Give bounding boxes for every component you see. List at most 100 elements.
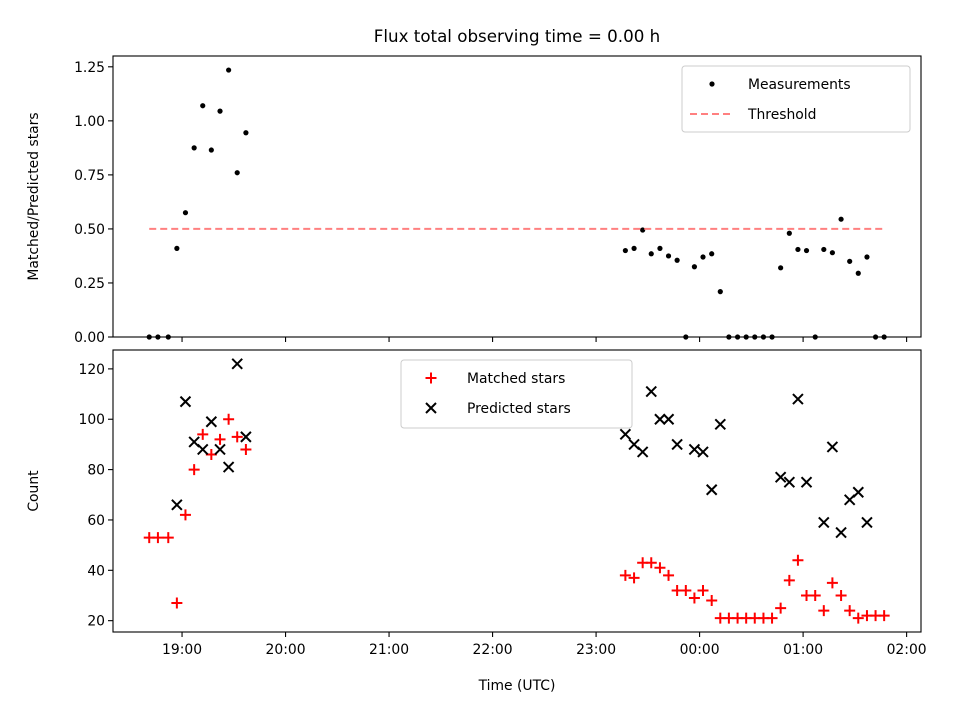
legend-swatch-predicted-stars bbox=[425, 402, 437, 414]
matched-stars-point bbox=[645, 557, 657, 569]
measurements-point bbox=[717, 289, 723, 295]
measurements-point bbox=[786, 230, 792, 236]
legend-swatch-measurements bbox=[709, 81, 715, 87]
matched-stars-point bbox=[223, 413, 235, 425]
legend-top: Measurements Threshold bbox=[681, 65, 911, 133]
y-axis-label: Count bbox=[26, 470, 42, 512]
legend-bottom: Matched stars Predicted stars bbox=[400, 359, 633, 429]
measurements-point bbox=[648, 251, 654, 257]
y-tick-label: 60 bbox=[87, 513, 105, 529]
predicted-stars-point bbox=[697, 446, 709, 458]
measurements-point bbox=[821, 246, 827, 253]
plot-panels: 0.00 0.25 0.50 0.75 1.00 1.25 Matched/Predicte… bbox=[26, 55, 927, 694]
measurements-point bbox=[243, 130, 249, 136]
matched-stars-point bbox=[792, 554, 804, 566]
predicted-stars-point bbox=[800, 476, 813, 488]
measurements-point bbox=[760, 334, 767, 340]
y-tick-label: 100 bbox=[78, 412, 105, 428]
predicted-stars-point bbox=[705, 484, 718, 496]
predicted-stars-point bbox=[714, 418, 727, 430]
measurements-point bbox=[146, 334, 152, 340]
measurements-point bbox=[191, 145, 197, 151]
y-tick-label: 1.25 bbox=[74, 60, 105, 76]
x-tick-label: 01:00 bbox=[783, 642, 823, 658]
measurements-point bbox=[691, 264, 698, 270]
matched-stars-point bbox=[878, 610, 890, 622]
matched-stars-point bbox=[152, 532, 164, 544]
measurements-point bbox=[726, 334, 732, 340]
matched-stars-point bbox=[766, 612, 778, 624]
matched-stars-point bbox=[240, 443, 252, 455]
y-tick-label: 0.25 bbox=[74, 276, 105, 292]
matched-stars-point bbox=[697, 584, 709, 596]
measurements-point bbox=[700, 254, 706, 260]
panel-top: 0.00 0.25 0.50 0.75 1.00 1.25 Matched/Predicte… bbox=[26, 55, 922, 346]
measurements-point bbox=[881, 334, 887, 340]
matched-stars-point bbox=[197, 428, 209, 440]
measurements-point bbox=[812, 334, 818, 340]
predicted-stars-point bbox=[197, 443, 209, 456]
predicted-stars-point bbox=[662, 413, 675, 425]
x-tick-label: 20:00 bbox=[266, 642, 306, 658]
chart-title: Flux total observing time = 0.00 h bbox=[374, 26, 660, 46]
measurements-point bbox=[847, 258, 853, 264]
measurements-point bbox=[234, 170, 240, 176]
panel-bottom: 19:00 20:00 21:00 22:00 23:00 00:00 01:00 02:00… bbox=[26, 349, 927, 694]
legend-label-threshold: Threshold bbox=[747, 107, 816, 123]
measurements-point bbox=[226, 67, 232, 73]
measurements-point bbox=[683, 334, 689, 340]
predicted-stars-point bbox=[205, 416, 218, 428]
legend-swatch-matched-stars bbox=[425, 372, 437, 384]
measurements-point bbox=[674, 257, 680, 263]
x-tick-label: 02:00 bbox=[887, 642, 927, 658]
measurements-point bbox=[769, 334, 775, 340]
y-tick-label: 120 bbox=[78, 362, 105, 378]
measurements-point bbox=[795, 246, 801, 253]
legend-label-matched-stars: Matched stars bbox=[467, 371, 565, 387]
matched-stars-point bbox=[818, 605, 830, 617]
measurements-point bbox=[631, 245, 637, 251]
y-tick-label: 0.00 bbox=[74, 330, 105, 346]
predicted-stars-point bbox=[214, 443, 226, 456]
x-tick-label: 22:00 bbox=[473, 642, 513, 658]
y-tick-label: 20 bbox=[87, 614, 105, 630]
predicted-stars-point bbox=[179, 395, 192, 408]
measurements-point bbox=[709, 251, 715, 257]
predicted-stars-point bbox=[818, 516, 830, 529]
measurements-point bbox=[665, 253, 672, 259]
predicted-stars-point bbox=[688, 443, 701, 456]
matched-stars-point bbox=[214, 433, 226, 445]
matched-stars-point bbox=[809, 589, 821, 601]
y-tick-label: 0.75 bbox=[74, 168, 105, 184]
matched-stars-point bbox=[663, 569, 675, 581]
measurements-point bbox=[208, 147, 214, 153]
x-tick-label: 23:00 bbox=[576, 642, 616, 658]
measurements-point bbox=[864, 254, 870, 260]
predicted-stars-point bbox=[171, 499, 183, 511]
matched-stars-point bbox=[171, 597, 183, 609]
predicted-stars-point bbox=[774, 471, 787, 483]
measurements-point bbox=[165, 334, 171, 340]
measurements-point bbox=[657, 245, 663, 251]
matched-stars-point bbox=[628, 572, 640, 584]
x-axis-label: Time (UTC) bbox=[478, 678, 556, 694]
legend-box bbox=[400, 359, 633, 429]
matched-stars-point bbox=[619, 569, 631, 581]
y-tick-label: 0.50 bbox=[74, 222, 105, 238]
y-tick-label: 1.00 bbox=[74, 114, 105, 130]
matched-stars-point bbox=[706, 595, 718, 607]
matched-stars-point bbox=[179, 509, 191, 521]
measurements-point bbox=[872, 334, 879, 340]
measurements-point bbox=[803, 247, 810, 254]
axes-frame-top bbox=[112, 55, 922, 338]
axes-frame-bottom bbox=[112, 349, 922, 633]
matched-stars-point bbox=[688, 592, 700, 604]
matched-stars-point bbox=[654, 562, 666, 574]
measurements-point bbox=[217, 108, 223, 114]
measurements-point bbox=[200, 103, 206, 109]
matched-stars-point bbox=[231, 431, 243, 443]
predicted-stars-point bbox=[671, 438, 683, 451]
matched-stars-point bbox=[844, 605, 856, 617]
predicted-stars-point bbox=[826, 441, 839, 453]
series-group bbox=[143, 358, 890, 624]
